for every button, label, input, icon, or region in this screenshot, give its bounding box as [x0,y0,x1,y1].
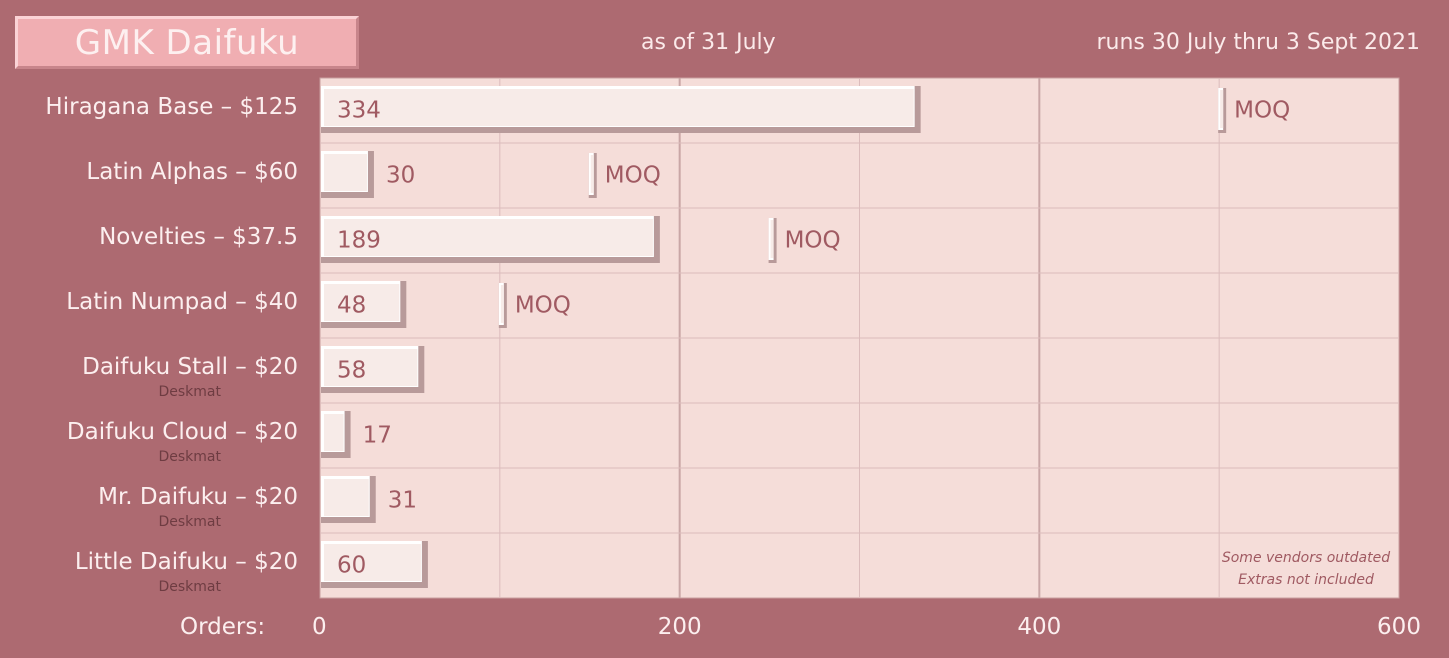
category-sublabel: Deskmat [158,448,221,465]
x-tick-label: 600 [1377,614,1421,640]
bar [324,219,653,256]
value-label: 58 [337,358,366,384]
as-of-date: as of 31 July [641,30,776,55]
moq-label: MOQ [1234,98,1290,124]
category-sublabel: Deskmat [158,578,221,595]
moq-marker-face [590,155,594,193]
category-label: Latin Numpad – $40 [66,288,298,315]
value-label: 60 [337,553,366,579]
x-tick-label: 0 [312,614,327,640]
bar [324,479,369,516]
value-label: 31 [388,488,417,514]
moq-label: MOQ [785,228,841,254]
category-label: Daifuku Cloud – $20 [66,418,298,445]
value-label: 48 [337,293,366,319]
category-label: Mr. Daifuku – $20 [98,483,298,510]
bar [324,414,344,451]
bar [324,349,418,386]
moq-marker-face [1220,90,1224,128]
category-label: Latin Alphas – $60 [86,158,298,185]
bar [324,89,914,126]
bar [324,154,367,191]
bar [324,544,421,581]
category-label: Hiragana Base – $125 [45,93,298,120]
value-label: 17 [363,423,392,449]
category-label: Novelties – $37.5 [99,223,298,250]
value-label: 189 [337,228,381,254]
moq-marker-face [500,285,504,323]
x-tick-label: 200 [657,614,702,640]
bar [324,284,400,321]
x-tick-label: 400 [1017,614,1062,640]
category-label: Little Daifuku – $20 [74,548,298,575]
chart-title: GMK Daifuku [74,22,300,63]
note-text: Extras not included [1238,572,1374,588]
note-text: Some vendors outdated [1222,550,1390,566]
category-sublabel: Deskmat [158,383,221,400]
category-label: Daifuku Stall – $20 [82,353,298,380]
category-sublabel: Deskmat [158,513,221,530]
moq-label: MOQ [605,163,661,189]
run-dates: runs 30 July thru 3 Sept 2021 [1096,30,1420,55]
moq-label: MOQ [515,293,571,319]
x-axis-label: Orders: [180,614,266,640]
value-label: 30 [386,163,415,189]
title-box: GMK Daifuku [15,16,359,69]
moq-marker-face [770,220,774,258]
value-label: 334 [337,98,381,124]
